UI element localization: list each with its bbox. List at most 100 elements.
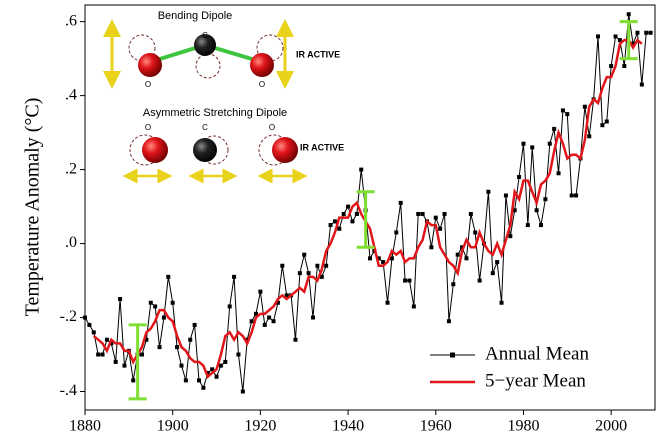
point (258, 290, 262, 294)
point (92, 330, 96, 334)
point (543, 197, 547, 201)
point (219, 364, 223, 368)
atom-label: O (269, 123, 275, 132)
point (355, 212, 359, 216)
point (87, 323, 91, 327)
inset: Bending Dipole O C O IR ACTIVE Asymmetri… (112, 10, 344, 176)
point (201, 386, 205, 390)
point (114, 360, 118, 364)
atom-label: C (202, 31, 208, 40)
point (583, 105, 587, 109)
point (500, 301, 504, 305)
x-tick-label: 1980 (507, 418, 539, 435)
point (298, 271, 302, 275)
atom-label: C (202, 123, 208, 132)
y-tick-label: -.2 (60, 308, 77, 325)
y-tick-label: .2 (65, 160, 77, 177)
legend-label: Annual Mean (485, 343, 589, 364)
point (329, 223, 333, 227)
legend-marker (450, 353, 455, 358)
point (153, 304, 157, 308)
point (315, 264, 319, 268)
atom-label: O (259, 80, 265, 89)
point (149, 301, 153, 305)
point (605, 120, 609, 124)
point (333, 219, 337, 223)
point (609, 64, 613, 68)
point (407, 279, 411, 283)
point (197, 378, 201, 382)
point (451, 282, 455, 286)
point (158, 345, 162, 349)
point (263, 323, 267, 327)
point (539, 223, 543, 227)
point (640, 83, 644, 87)
inset-title: Bending Dipole (158, 10, 233, 22)
point (280, 264, 284, 268)
point (324, 264, 328, 268)
x-tick-label: 1920 (244, 418, 276, 435)
point (267, 316, 271, 320)
series-line (85, 14, 651, 391)
point (403, 279, 407, 283)
y-tick-label: -.4 (60, 382, 77, 399)
point (548, 142, 552, 146)
point (565, 112, 569, 116)
point (368, 256, 372, 260)
point (521, 142, 525, 146)
chart: Temperature Anomaly (°C) Bending Dipole … (0, 0, 663, 438)
point (412, 304, 416, 308)
point (434, 216, 438, 220)
point (184, 378, 188, 382)
point (179, 364, 183, 368)
oxygen (272, 137, 298, 163)
point (421, 212, 425, 216)
point (399, 201, 403, 205)
point (473, 230, 477, 234)
point (622, 64, 626, 68)
point (311, 316, 315, 320)
point (570, 193, 574, 197)
point (495, 260, 499, 264)
point (232, 275, 236, 279)
point (175, 345, 179, 349)
point (644, 31, 648, 35)
point (561, 108, 565, 112)
point (105, 338, 109, 342)
point (122, 364, 126, 368)
atom-label: O (145, 80, 151, 89)
point (464, 256, 468, 260)
y-tick-label: .4 (65, 86, 77, 103)
oxygen (142, 137, 168, 163)
point (171, 301, 175, 305)
x-tick-label: 2000 (595, 418, 627, 435)
carbon (193, 138, 217, 162)
x-tick-label: 1940 (332, 418, 364, 435)
point (223, 360, 227, 364)
point (302, 253, 306, 257)
point (600, 123, 604, 127)
series-line (94, 40, 642, 377)
y-tick-label: .6 (65, 12, 77, 29)
point (293, 338, 297, 342)
point (574, 193, 578, 197)
point (250, 319, 254, 323)
point (346, 205, 350, 209)
point (526, 223, 530, 227)
x-tick-label: 1960 (420, 418, 452, 435)
point (478, 279, 482, 283)
point (193, 323, 197, 327)
point (429, 245, 433, 249)
point (350, 219, 354, 223)
point (469, 212, 473, 216)
atom-label: O (145, 123, 151, 132)
point (587, 134, 591, 138)
point (596, 34, 600, 38)
point (394, 230, 398, 234)
ir-note: IR ACTIVE (300, 142, 344, 152)
point (552, 127, 556, 131)
point (614, 34, 618, 38)
point (96, 353, 100, 357)
point (342, 212, 346, 216)
point (447, 319, 451, 323)
